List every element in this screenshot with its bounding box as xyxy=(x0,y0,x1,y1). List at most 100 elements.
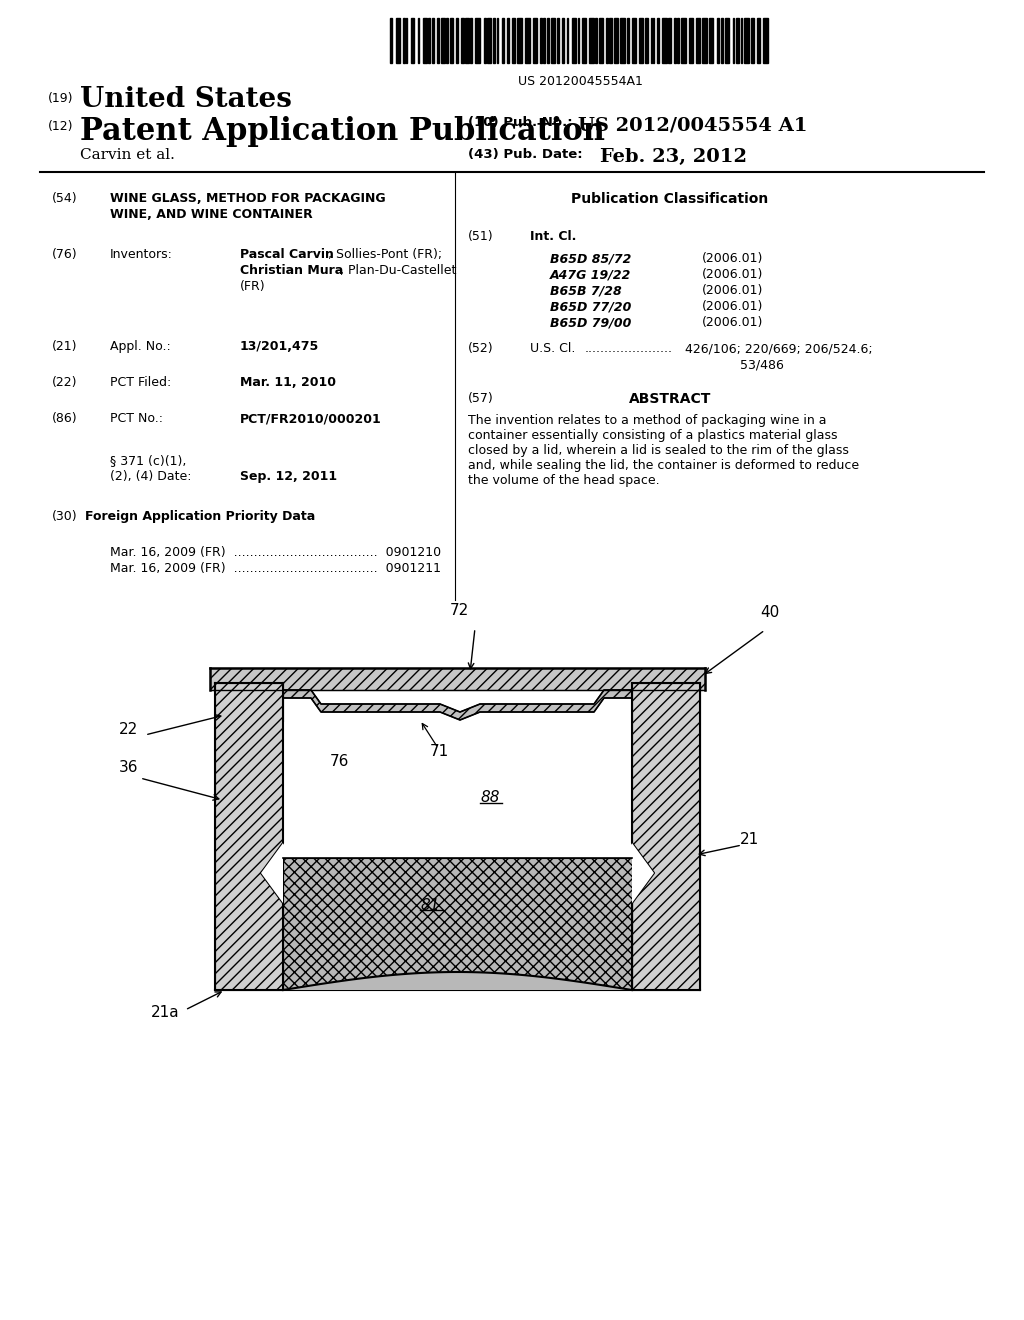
Text: B65D 85/72: B65D 85/72 xyxy=(550,252,632,265)
Bar xyxy=(487,18,490,63)
Text: Appl. No.:: Appl. No.: xyxy=(110,341,171,352)
Text: Sep. 12, 2011: Sep. 12, 2011 xyxy=(240,470,337,483)
Bar xyxy=(498,18,499,63)
Bar xyxy=(446,18,449,63)
Text: Feb. 23, 2012: Feb. 23, 2012 xyxy=(600,148,746,166)
Bar xyxy=(751,18,754,63)
Text: (2006.01): (2006.01) xyxy=(702,315,763,329)
Bar xyxy=(461,18,464,63)
Text: (30): (30) xyxy=(52,510,78,523)
Bar xyxy=(744,18,749,63)
Text: Inventors:: Inventors: xyxy=(110,248,173,261)
Polygon shape xyxy=(215,682,283,990)
Bar xyxy=(407,18,408,63)
Text: (2006.01): (2006.01) xyxy=(702,300,763,313)
Bar xyxy=(689,18,692,63)
Bar xyxy=(436,18,439,63)
Text: Mar. 11, 2010: Mar. 11, 2010 xyxy=(240,376,336,389)
Bar xyxy=(423,18,427,63)
Bar xyxy=(583,18,587,63)
Text: Mar. 16, 2009: Mar. 16, 2009 xyxy=(110,562,196,576)
Text: U.S. Cl.: U.S. Cl. xyxy=(530,342,575,355)
Text: Foreign Application Priority Data: Foreign Application Priority Data xyxy=(85,510,315,523)
Bar xyxy=(512,18,515,63)
Text: 21a: 21a xyxy=(151,1005,179,1020)
Bar xyxy=(544,18,545,63)
Bar xyxy=(677,18,680,63)
Bar xyxy=(451,18,453,63)
Bar xyxy=(621,18,625,63)
Bar xyxy=(702,18,707,63)
Text: (22): (22) xyxy=(52,376,78,389)
Text: Pascal Carvin: Pascal Carvin xyxy=(240,248,334,261)
Text: (2), (4) Date:: (2), (4) Date: xyxy=(110,470,191,483)
Bar xyxy=(653,18,654,63)
Text: Publication Classification: Publication Classification xyxy=(571,191,769,206)
Bar xyxy=(551,18,555,63)
Text: (2006.01): (2006.01) xyxy=(702,284,763,297)
Bar xyxy=(557,18,559,63)
Text: 426/106; 220/669; 206/524.6;: 426/106; 220/669; 206/524.6; xyxy=(685,342,872,355)
Bar xyxy=(595,18,597,63)
Bar xyxy=(411,18,415,63)
Text: (19): (19) xyxy=(48,92,74,106)
Text: ABSTRACT: ABSTRACT xyxy=(629,392,712,407)
Bar xyxy=(736,18,739,63)
Text: 72: 72 xyxy=(450,603,469,618)
Bar xyxy=(475,18,480,63)
Text: (54): (54) xyxy=(52,191,78,205)
Text: PCT Filed:: PCT Filed: xyxy=(110,376,171,389)
Text: US 20120045554A1: US 20120045554A1 xyxy=(517,75,642,88)
Bar xyxy=(494,18,495,63)
Bar xyxy=(740,18,742,63)
Text: United States: United States xyxy=(80,86,292,114)
Bar xyxy=(502,18,504,63)
Bar xyxy=(590,18,594,63)
Text: 76: 76 xyxy=(330,755,349,770)
Text: (12): (12) xyxy=(48,120,74,133)
Bar xyxy=(507,18,509,63)
Bar xyxy=(457,18,459,63)
Bar xyxy=(662,18,667,63)
Text: (86): (86) xyxy=(52,412,78,425)
Bar xyxy=(696,18,700,63)
Text: 21: 21 xyxy=(740,833,759,847)
Bar xyxy=(525,18,529,63)
Text: (2006.01): (2006.01) xyxy=(702,268,763,281)
Bar xyxy=(465,18,469,63)
Bar xyxy=(606,18,608,63)
Text: WINE GLASS, METHOD FOR PACKAGING: WINE GLASS, METHOD FOR PACKAGING xyxy=(110,191,386,205)
Text: Int. Cl.: Int. Cl. xyxy=(530,230,577,243)
Text: , Plan-Du-Castellet: , Plan-Du-Castellet xyxy=(340,264,457,277)
Text: PCT No.:: PCT No.: xyxy=(110,412,163,425)
Text: (21): (21) xyxy=(52,341,78,352)
Polygon shape xyxy=(210,668,705,690)
Text: WINE, AND WINE CONTAINER: WINE, AND WINE CONTAINER xyxy=(110,209,312,220)
Text: (51): (51) xyxy=(468,230,494,243)
Bar xyxy=(674,18,676,63)
Bar xyxy=(669,18,671,63)
Bar xyxy=(418,18,419,63)
Polygon shape xyxy=(261,843,283,903)
Bar xyxy=(721,18,723,63)
Bar xyxy=(613,18,617,63)
Text: (76): (76) xyxy=(52,248,78,261)
Bar xyxy=(657,18,659,63)
Text: (10) Pub. No.:: (10) Pub. No.: xyxy=(468,116,572,129)
Text: (2006.01): (2006.01) xyxy=(702,252,763,265)
Polygon shape xyxy=(283,858,632,990)
Text: PCT/FR2010/000201: PCT/FR2010/000201 xyxy=(240,412,382,425)
Bar xyxy=(396,18,400,63)
Bar xyxy=(432,18,434,63)
Text: ......................: ...................... xyxy=(585,342,673,355)
Bar xyxy=(710,18,714,63)
Text: 81: 81 xyxy=(420,898,439,912)
Polygon shape xyxy=(283,690,632,719)
Bar xyxy=(390,18,392,63)
Text: 53/486: 53/486 xyxy=(740,358,784,371)
Text: The invention relates to a method of packaging wine in a
container essentially c: The invention relates to a method of pac… xyxy=(468,414,859,487)
Text: 40: 40 xyxy=(760,605,779,620)
Bar xyxy=(639,18,643,63)
Text: Carvin et al.: Carvin et al. xyxy=(80,148,175,162)
Text: Mar. 16, 2009: Mar. 16, 2009 xyxy=(110,546,196,558)
